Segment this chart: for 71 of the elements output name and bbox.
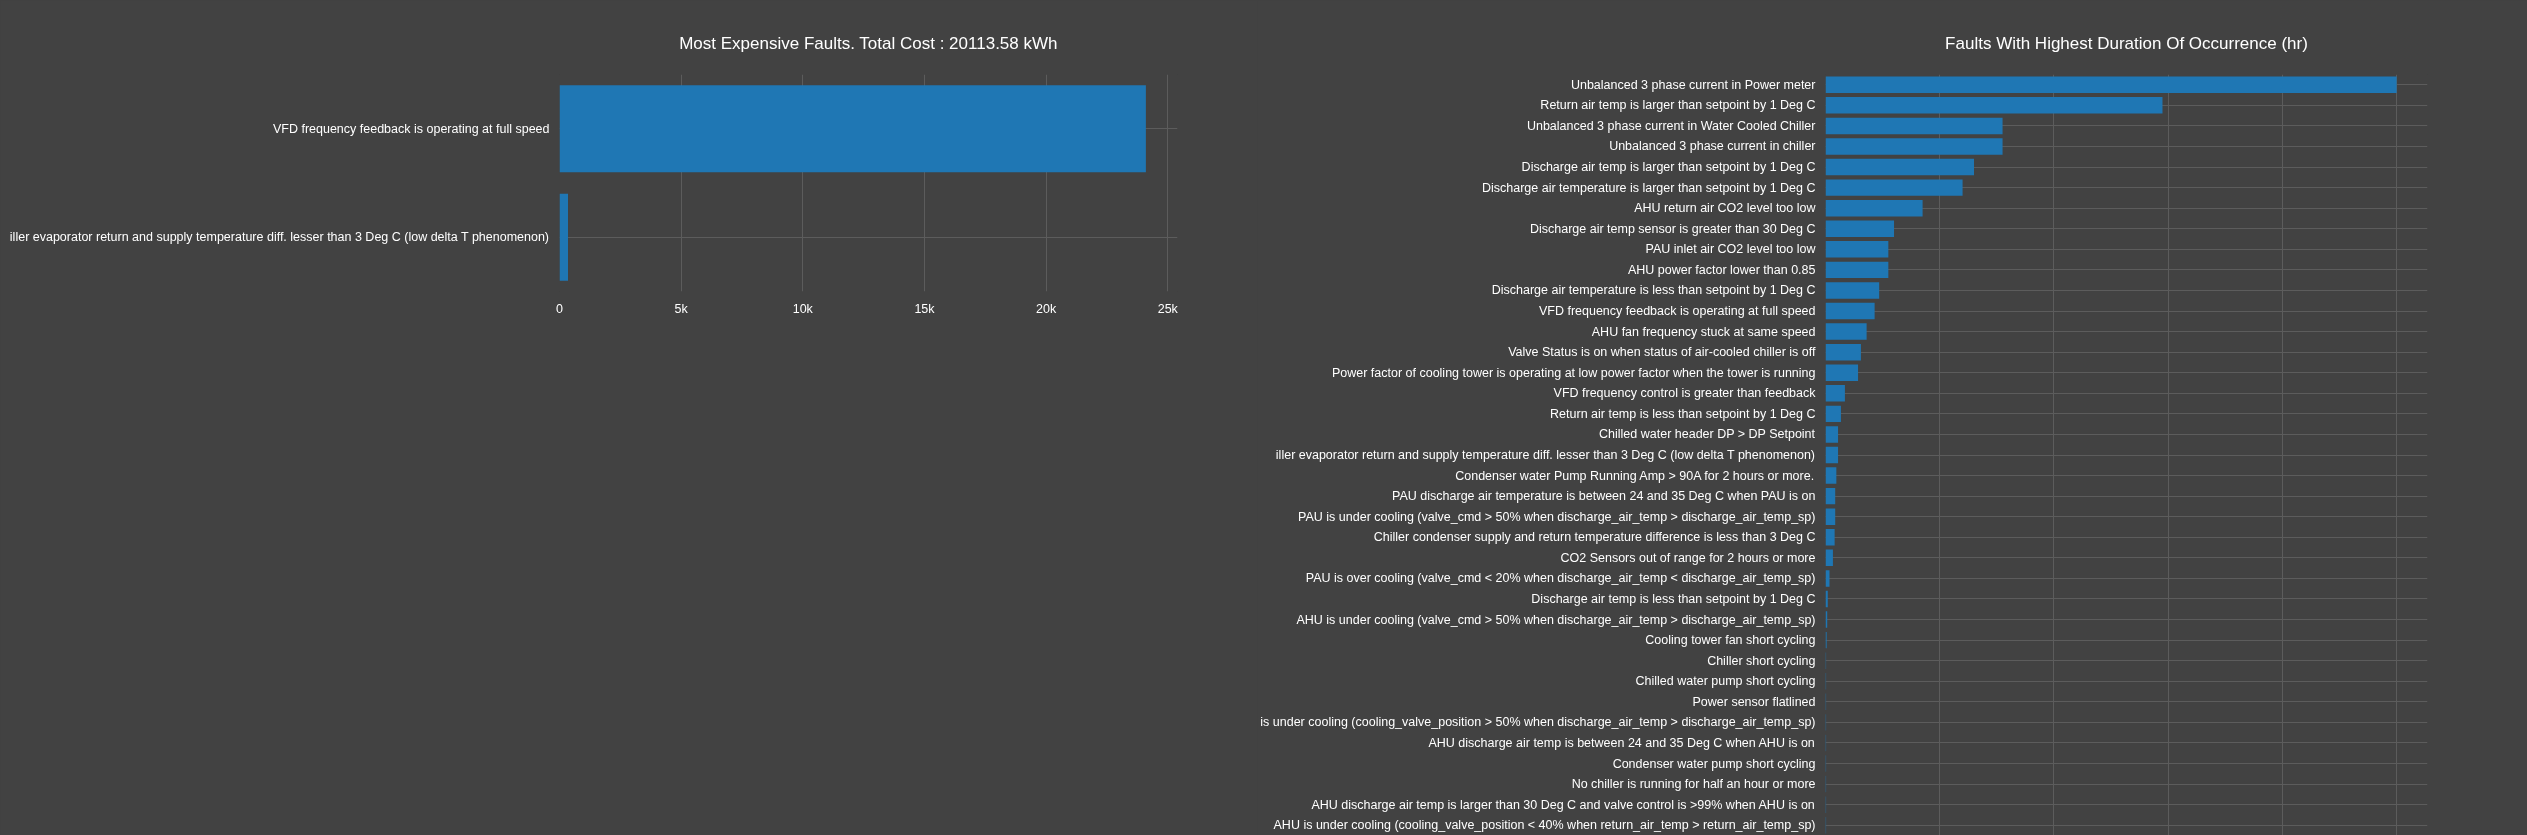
y-tick-label: Unbalanced 3 phase current in chiller [1609, 139, 1816, 154]
y-tick-label: VFD frequency control is greater than feedback [1553, 386, 1817, 401]
bar [1825, 302, 1875, 320]
chart-title: Most Expensive Faults. Total Cost : 20113.58 kWh [679, 33, 1058, 53]
y-tick-label: Unbalanced 3 phase current in Power meter [1570, 77, 1816, 92]
y-tick-label: iller evaporator return and supply temperature diff. lesser than 3 Deg C (low delta T phenomenon) [1275, 448, 1816, 462]
bar [1825, 282, 1880, 299]
y-tick-label: VFD frequency feedback is operating at full speed [1538, 304, 1816, 319]
bar [1825, 549, 1833, 567]
bar [1825, 508, 1836, 525]
y-tick-label: Condenser water pump short cycling [1612, 756, 1816, 771]
y-tick-label: Power sensor flatlined [1692, 694, 1816, 709]
y-tick-label: Power factor of cooling tower is operating at low power factor when the tower is running [1331, 365, 1816, 380]
bar [1825, 343, 1861, 361]
y-tick-label: Chiller condenser supply and return temperature difference is less than 3 Deg C [1373, 530, 1816, 545]
y-tick-label: Discharge air temperature is less than setpoint by 1 Deg C [1491, 283, 1816, 298]
x-tick-label: 20k [1036, 301, 1057, 316]
bar [1825, 487, 1836, 505]
x-tick-label: 25k [1157, 301, 1179, 316]
y-tick-label: PAU is under cooling (valve_cmd > 50% when discharge_air_temp > discharge_air_temp_sp) [1298, 509, 1816, 524]
bar [1825, 261, 1889, 279]
bar [1825, 467, 1837, 484]
x-tick-label: 10k [792, 301, 814, 316]
y-tick-label: AHU fan frequency stuck at same speed [1591, 324, 1816, 339]
y-tick-label: Chilled water header DP > DP Setpoint [1599, 427, 1816, 442]
y-tick-label: CO2 Sensors out of range for 2 hours or more [1560, 550, 1816, 565]
y-tick-label: Return air temp is larger than setpoint by 1 Deg C [1540, 98, 1816, 113]
y-tick-label: PAU is over cooling (valve_cmd < 20% when discharge_air_temp < discharge_air_temp_sp) [1305, 571, 1816, 586]
y-tick-label: Chilled water pump short cycling [1635, 674, 1816, 689]
bar [1825, 446, 1839, 464]
y-tick-label: Valve Status is on when status of air-cooled chiller is off [1508, 345, 1817, 360]
y-tick-label: VFD frequency feedback is operating at full speed [272, 121, 550, 136]
y-tick-label: Unbalanced 3 phase current in Water Cooled Chiller [1526, 118, 1816, 133]
bar [1825, 76, 2397, 94]
y-tick-label: Discharge air temp sensor is greater than 30 Deg C [1529, 221, 1816, 236]
bar [1825, 117, 2003, 135]
y-tick-label: AHU is under cooling (valve_cmd > 50% when discharge_air_temp > discharge_air_temp_sp) [1296, 612, 1816, 627]
y-tick-label: Condenser water Pump Running Amp > 90A for 2 hours or more. [1455, 468, 1815, 483]
bar [1825, 199, 1923, 217]
y-tick-label: PAU discharge air temperature is between 24 and 35 Deg C when PAU is on [1392, 489, 1816, 504]
y-tick-label: Return air temp is less than setpoint by 1 Deg C [1550, 406, 1816, 421]
bar [1825, 138, 2003, 155]
y-tick-label: No chiller is running for half an hour or more [1571, 777, 1816, 792]
y-tick-label: AHU discharge air temp is larger than 30 Deg C and valve control is >99% when AHU is on [1311, 797, 1815, 812]
x-tick-label: 0 [556, 301, 564, 316]
y-tick-label: AHU discharge air temp is between 24 and 35 Deg C when AHU is on [1428, 735, 1815, 750]
y-tick-label: Chiller short cycling [1707, 653, 1816, 668]
y-tick-label: iller evaporator return and supply temperature diff. lesser than 3 Deg C (low delta T phenomenon) [9, 230, 550, 245]
y-tick-label: AHU power factor lower than 0.85 [1627, 262, 1816, 277]
y-tick-label: Discharge air temp is less than setpoint by 1 Deg C [1531, 591, 1816, 606]
bar [1825, 158, 1974, 176]
y-tick-label: Cooling tower fan short cycling [1645, 633, 1816, 648]
y-tick-label: Discharge air temperature is larger than setpoint by 1 Deg C [1482, 180, 1816, 195]
y-tick-label: AHU is under cooling (cooling_valve_position < 40% when return_air_temp > return_air_temp_sp) [1273, 818, 1816, 833]
x-tick-label: 5k [674, 301, 689, 316]
y-tick-label: PAU inlet air CO2 level too low [1645, 242, 1817, 257]
bar [1825, 97, 2163, 114]
bar [1825, 529, 1835, 546]
y-tick-label: is under cooling (cooling_valve_position > 50% when discharge_air_temp > discharge_air_temp_sp) [1260, 715, 1816, 730]
bar [1825, 323, 1867, 340]
bar [1825, 179, 1963, 196]
bar [1825, 241, 1889, 258]
y-tick-label: AHU return air CO2 level too low [1634, 201, 1817, 216]
chart-title: Faults With Highest Duration Of Occurrence (hr) [1945, 33, 2308, 53]
bar [1825, 426, 1839, 443]
bar [1825, 364, 1859, 381]
x-tick-label: 15k [914, 301, 936, 316]
bar [1825, 405, 1841, 423]
bar [1825, 385, 1845, 402]
bar [1825, 220, 1895, 237]
y-tick-label: Discharge air temp is larger than setpoint by 1 Deg C [1521, 160, 1816, 175]
